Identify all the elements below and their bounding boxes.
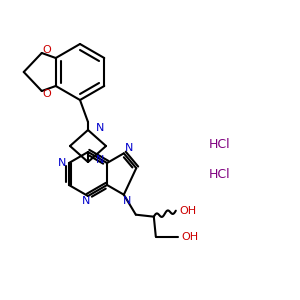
Text: O: O bbox=[42, 89, 51, 99]
Text: HCl: HCl bbox=[209, 169, 231, 182]
Text: OH: OH bbox=[181, 232, 198, 242]
Text: N: N bbox=[96, 123, 104, 133]
Text: N: N bbox=[58, 158, 66, 168]
Text: OH: OH bbox=[179, 206, 197, 216]
Text: N: N bbox=[96, 155, 104, 165]
Text: N: N bbox=[123, 196, 131, 206]
Text: HCl: HCl bbox=[209, 139, 231, 152]
Text: O: O bbox=[42, 45, 51, 55]
Text: N: N bbox=[82, 196, 90, 206]
Text: N: N bbox=[124, 143, 133, 153]
